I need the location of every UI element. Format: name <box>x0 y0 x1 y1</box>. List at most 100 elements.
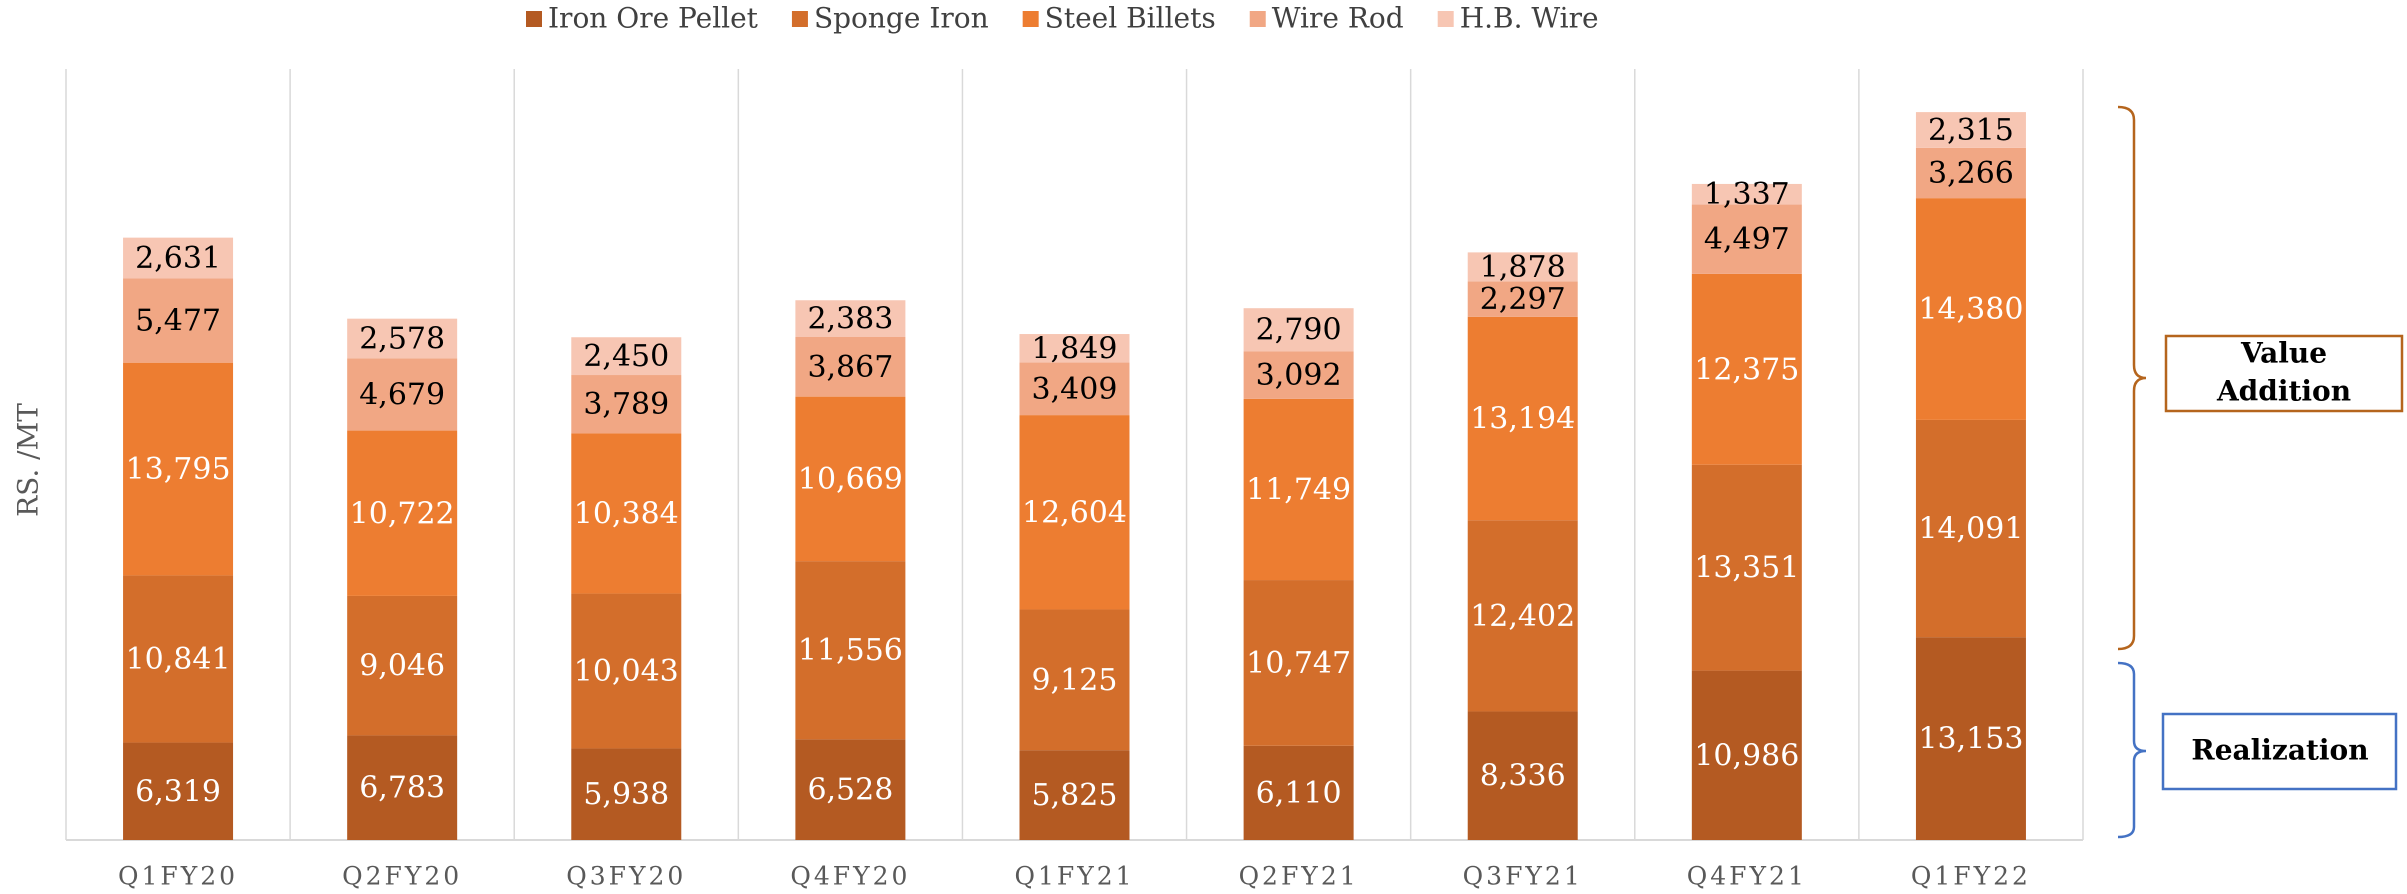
data-label: 5,938 <box>583 777 669 812</box>
bar-segment <box>1691 183 1802 205</box>
data-label: 9,125 <box>1032 663 1118 698</box>
data-label: 12,402 <box>1470 599 1575 634</box>
value-box <box>2164 334 2404 413</box>
data-label: 6,110 <box>1256 776 1342 811</box>
bar-segment <box>1019 750 1130 840</box>
data-label: 10,986 <box>1694 738 1799 773</box>
data-label: 13,795 <box>126 452 231 487</box>
data-label: 9,046 <box>359 649 445 684</box>
bar-segment <box>1691 670 1802 840</box>
data-label: 11,749 <box>1246 472 1351 507</box>
annotation: Value <box>2240 337 2327 370</box>
data-label: 12,375 <box>1694 352 1799 387</box>
bar-segment <box>1691 204 1802 274</box>
bar-segment <box>1243 398 1354 581</box>
data-label: 4,679 <box>359 378 445 413</box>
data-label: 5,825 <box>1032 778 1118 813</box>
bar-segment <box>795 300 906 337</box>
legend-label: Wire Rod <box>1272 2 1404 35</box>
data-label: 5,477 <box>135 303 221 338</box>
data-label: 2,450 <box>583 339 669 374</box>
realization-box <box>2161 712 2398 791</box>
bar-segment <box>1915 419 2026 638</box>
realization-brace <box>2117 661 2147 839</box>
value-brace <box>2117 105 2147 651</box>
data-label: 12,604 <box>1022 495 1127 530</box>
data-label: 2,790 <box>1256 313 1342 348</box>
data-label: 10,747 <box>1246 646 1351 681</box>
data-label: 2,315 <box>1928 113 2014 148</box>
data-label: 2,297 <box>1480 282 1566 317</box>
bar-segment <box>123 362 234 576</box>
bar-segment <box>1691 273 1802 465</box>
bar-segment <box>1019 334 1130 363</box>
data-label: 6,528 <box>807 773 893 808</box>
bar-segment <box>795 396 906 562</box>
bar-segment <box>1243 580 1354 746</box>
data-label: 11,556 <box>798 633 903 668</box>
data-label: 3,266 <box>1928 156 2014 191</box>
data-label: 8,336 <box>1480 759 1566 794</box>
data-label: 2,383 <box>807 302 893 337</box>
x-tick-label: Q1FY21 <box>1014 862 1134 891</box>
data-label: 10,841 <box>126 642 231 677</box>
x-tick-label: Q4FY20 <box>790 862 910 891</box>
bar-segment <box>1467 281 1578 317</box>
bar-segment <box>1243 351 1354 399</box>
legend-label: Sponge Iron <box>814 2 989 35</box>
bar-segment <box>571 593 682 749</box>
bar-segment <box>1243 308 1354 352</box>
bar-segment <box>347 318 458 359</box>
bar-segment <box>795 739 906 840</box>
data-label: 13,194 <box>1470 401 1575 436</box>
data-label: 3,409 <box>1032 372 1118 407</box>
bar-segment <box>347 430 458 596</box>
bar-segment <box>1467 711 1578 840</box>
bar-segment <box>1915 198 2026 420</box>
bar-segment <box>795 336 906 397</box>
x-tick-label: Q1FY20 <box>118 862 238 891</box>
bar-segment <box>347 358 458 431</box>
data-label: 10,722 <box>350 496 455 531</box>
bar-segment <box>347 735 458 840</box>
data-label: 3,789 <box>583 387 669 422</box>
x-tick-label: Q2FY21 <box>1239 862 1359 891</box>
bar-segment <box>123 278 234 363</box>
data-label: 14,380 <box>1918 292 2023 327</box>
x-tick-label: Q3FY20 <box>566 862 686 891</box>
bar-segment <box>795 561 906 740</box>
legend-label: H.B. Wire <box>1460 2 1599 35</box>
data-label: 13,351 <box>1694 551 1799 586</box>
data-label: 14,091 <box>1918 512 2023 547</box>
bar-segment <box>1915 147 2026 199</box>
bar-segment <box>1915 112 2026 148</box>
x-tick-label: Q4FY21 <box>1687 862 1807 891</box>
bar-segment <box>571 375 682 434</box>
bar-segment <box>1019 362 1130 416</box>
data-label: 1,337 <box>1704 177 1790 212</box>
bar-segment <box>571 748 682 840</box>
legend-swatch <box>526 11 542 27</box>
data-label: 6,319 <box>135 774 221 809</box>
legend-swatch <box>1437 11 1454 27</box>
data-label: 3,867 <box>807 350 893 385</box>
bar-segment <box>123 237 234 279</box>
x-tick-label: Q1FY22 <box>1911 862 2031 891</box>
legend-swatch <box>1249 11 1266 27</box>
data-label: 13,153 <box>1918 722 2023 757</box>
x-tick-label: Q2FY20 <box>342 862 462 891</box>
legend-label: Steel Billets <box>1045 2 1216 35</box>
data-label: 1,849 <box>1032 331 1118 366</box>
annotation: Realization <box>2191 734 2368 767</box>
bar-segment <box>1467 316 1578 521</box>
bar-segment <box>1691 464 1802 671</box>
bar-segment <box>1467 520 1578 712</box>
data-label: 10,669 <box>798 462 903 497</box>
data-label: 10,043 <box>574 654 679 689</box>
legend-swatch <box>791 11 808 27</box>
data-label: 6,783 <box>359 771 445 806</box>
data-label: 4,497 <box>1704 222 1790 257</box>
data-label: 2,631 <box>135 241 221 276</box>
bar-segment <box>1243 745 1354 840</box>
